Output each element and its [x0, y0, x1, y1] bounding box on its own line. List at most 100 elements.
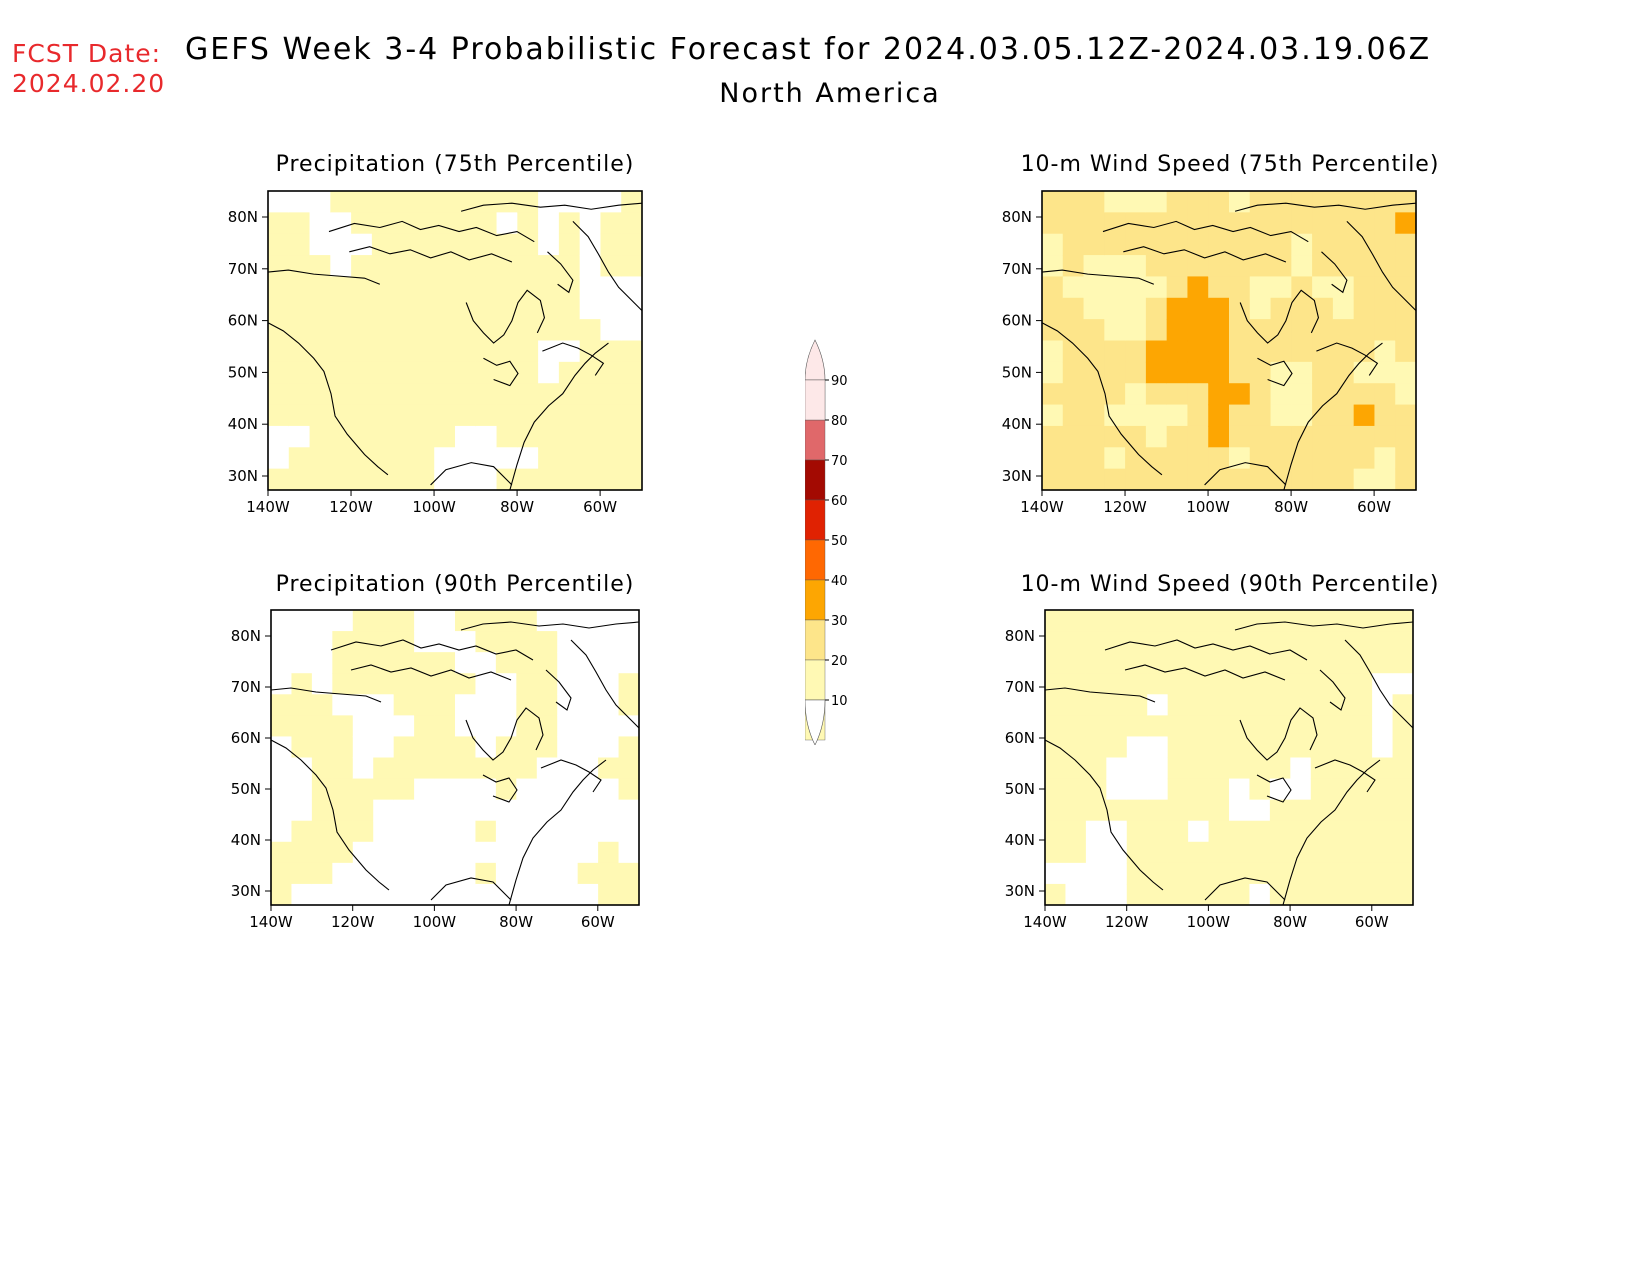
field-cell	[1106, 652, 1128, 674]
field-cell	[1290, 799, 1312, 822]
field-cell	[288, 383, 311, 406]
field-cell	[268, 383, 290, 406]
coastline	[547, 251, 574, 294]
field-cell	[414, 841, 436, 864]
colorbar-label: 60	[831, 494, 848, 509]
field-cell	[352, 631, 374, 653]
field-cell	[621, 425, 643, 448]
field-cell	[1353, 191, 1376, 213]
field-cell	[413, 404, 435, 427]
map-panel-precip-90: 80N 70N 60N 50N 40N 30N 140W 120W 100W 80W 60W	[231, 609, 640, 931]
field-cell	[1374, 404, 1396, 427]
field-cell	[1395, 276, 1417, 299]
field-cell	[1083, 255, 1105, 278]
field-cell	[332, 631, 354, 653]
field-cell	[1208, 468, 1230, 491]
colorbar: 90 80 70 60 50 40 30 20 10	[804, 335, 865, 746]
field-cell	[1065, 631, 1087, 653]
lon-tick-label: 100W	[413, 913, 457, 931]
field-cell	[1270, 383, 1292, 406]
field-cell	[1145, 276, 1168, 299]
field-cell	[1104, 404, 1126, 427]
coastline	[270, 687, 382, 703]
field-cell	[1045, 652, 1067, 674]
field-cell	[577, 841, 599, 864]
field-cell	[351, 447, 373, 470]
field-cell	[352, 673, 374, 695]
field-cell	[414, 757, 436, 780]
field-cell	[1083, 468, 1105, 491]
field-cell	[1042, 255, 1064, 278]
field-cell	[1249, 319, 1272, 342]
field-cell	[1125, 361, 1147, 384]
field-cell	[1188, 736, 1210, 759]
field-cell	[1229, 841, 1251, 864]
field-cell	[309, 447, 331, 470]
field-cell	[434, 631, 456, 653]
field-cell	[538, 425, 560, 448]
field-cell	[600, 468, 622, 491]
field-cell	[1083, 319, 1105, 342]
field-cell	[1085, 799, 1107, 822]
field-cell	[1062, 297, 1085, 320]
field-cell	[536, 757, 558, 780]
field-cell	[1065, 694, 1087, 716]
field-cell	[618, 757, 640, 780]
field-cell	[1351, 715, 1373, 738]
field-cell	[1249, 340, 1272, 363]
field-cell	[1147, 862, 1169, 885]
lat-tick-label: 70N	[1005, 678, 1035, 696]
coastline	[460, 202, 643, 212]
coastline	[465, 707, 544, 761]
field-cell	[1106, 736, 1128, 759]
field-cell	[414, 799, 436, 822]
field-cell	[516, 715, 538, 738]
field-cell	[330, 447, 352, 470]
field-cell	[1310, 715, 1332, 738]
field-cell	[1351, 610, 1373, 632]
lat-tick-label: 40N	[231, 831, 261, 849]
field-cell	[392, 319, 415, 342]
field-cell	[330, 212, 352, 235]
field-cell	[1310, 778, 1332, 801]
lat-tick-label: 30N	[228, 467, 258, 485]
field-cell	[1353, 447, 1376, 470]
field-cell	[393, 673, 415, 695]
field-cell	[1269, 820, 1291, 843]
map-panel-precip-75: 80N 70N 60N 50N 40N 30N 140W 120W 100W 80W 60W	[228, 190, 643, 516]
field-cell	[393, 736, 415, 759]
field-cell	[598, 883, 620, 906]
coastline	[1234, 621, 1414, 631]
field-cell	[496, 255, 518, 278]
field-cell	[351, 404, 373, 427]
field-cell	[1042, 425, 1064, 448]
field-cell	[371, 361, 394, 384]
field-cell	[351, 212, 373, 235]
field-cell	[558, 255, 581, 278]
field-cell	[618, 841, 640, 864]
field-cell	[1208, 191, 1230, 213]
field-cell	[373, 673, 395, 695]
field-cell	[1353, 404, 1376, 427]
field-cell	[455, 736, 477, 759]
field-cell	[414, 652, 436, 674]
field-cell	[455, 425, 477, 448]
field-cell	[538, 255, 560, 278]
colorbar-bottom-arrow	[804, 699, 826, 746]
field-cell	[1125, 468, 1147, 491]
field-cell	[413, 212, 435, 235]
field-cell	[1395, 361, 1417, 384]
field-cell	[475, 297, 498, 320]
colorbar-label: 10	[831, 694, 848, 709]
field-cell	[1249, 361, 1272, 384]
field-cell	[392, 361, 415, 384]
field-cell	[598, 820, 620, 843]
field-cell	[434, 694, 456, 716]
field-cell	[291, 799, 313, 822]
field-cell	[1104, 276, 1126, 299]
lon-tick-label: 80W	[1273, 913, 1307, 931]
field-cell	[1395, 425, 1417, 448]
field-cell	[291, 652, 313, 674]
field-cell	[351, 319, 373, 342]
field-cell	[1085, 778, 1107, 801]
